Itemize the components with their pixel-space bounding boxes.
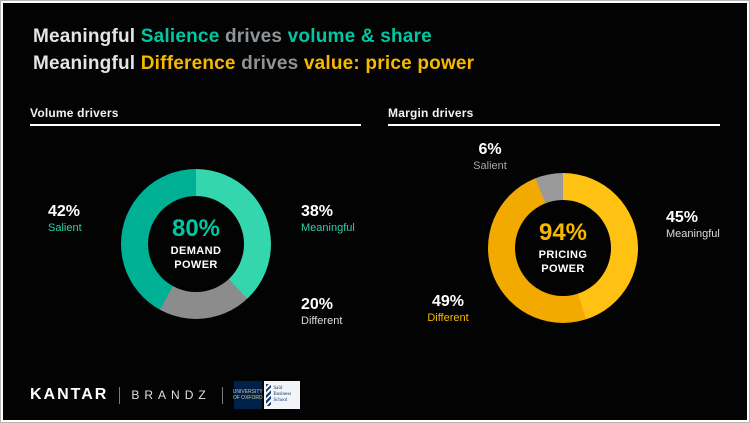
callout-meaningful-margin: 45% Meaningful	[666, 209, 720, 241]
callout-meaningful-volume: 38% Meaningful	[301, 203, 355, 235]
title-word-salience: Salience	[140, 26, 220, 47]
callout-different-volume: 20% Different	[301, 296, 342, 328]
said-business-school-logo: Saïd Business School	[263, 381, 300, 409]
title-word-price-power: value: price power	[303, 53, 475, 74]
callout-value: 38%	[301, 203, 334, 220]
callout-label: Meaningful	[301, 222, 355, 235]
title-word-volume-share: volume & share	[287, 26, 432, 47]
callout-label: Meaningful	[666, 228, 720, 241]
demand-power-donut-chart: 80% DEMAND POWER	[121, 169, 271, 319]
callout-label: Salient	[473, 160, 507, 173]
slide-title: Meaningful Salience drives volume & shar…	[33, 23, 474, 77]
demand-power-center-label: 80% DEMAND POWER	[121, 169, 271, 319]
volume-drivers-header: Volume drivers	[30, 106, 119, 120]
brandz-wordmark: BRANDZ	[131, 388, 211, 402]
callout-different-margin: 49% Different	[413, 293, 483, 325]
title-line-2: Meaningful Difference drives value: pric…	[33, 50, 474, 77]
partner-logos: UNIVERSITY OF OXFORD Saïd Business Schoo…	[233, 381, 300, 409]
callout-label: Salient	[48, 222, 82, 235]
pricing-power-caption: PRICING POWER	[538, 248, 588, 276]
volume-header-rule	[30, 124, 361, 126]
title-word: drives	[224, 26, 283, 47]
margin-header-rule	[388, 124, 720, 126]
demand-power-caption: DEMAND POWER	[170, 244, 222, 272]
callout-value: 6%	[478, 141, 502, 158]
title-word: Meaningful	[33, 53, 136, 74]
title-line-1: Meaningful Salience drives volume & shar…	[33, 23, 474, 50]
callout-value: 20%	[301, 296, 334, 313]
margin-chart-area: 94% PRICING POWER 6% Salient 45% Meaning…	[388, 141, 723, 359]
slide: Meaningful Salience drives volume & shar…	[3, 3, 747, 420]
said-logo-mark-icon	[265, 384, 272, 406]
kantar-logo: KANTAR	[30, 386, 109, 403]
footer-divider	[119, 386, 121, 404]
pricing-power-value: 94%	[538, 218, 588, 246]
callout-value: 42%	[48, 203, 81, 220]
margin-drivers-header: Margin drivers	[388, 106, 474, 120]
pricing-power-center-label: 94% PRICING POWER	[488, 173, 638, 323]
volume-chart-area: 80% DEMAND POWER 42% Salient 38% Meaning…	[30, 141, 365, 359]
title-word: drives	[241, 53, 299, 74]
callout-label: Different	[301, 315, 343, 328]
footer-divider	[221, 386, 223, 404]
callout-value: 49%	[431, 293, 465, 310]
title-word: Meaningful	[33, 26, 136, 47]
oxford-university-logo: UNIVERSITY OF OXFORD	[233, 381, 263, 409]
footer: KANTAR BRANDZ UNIVERSITY OF OXFORD Saïd …	[30, 381, 300, 409]
title-word-difference: Difference	[140, 53, 236, 74]
callout-salient-margin: 6% Salient	[460, 141, 520, 173]
said-logo-text: Saïd Business School	[273, 386, 292, 403]
callout-value: 45%	[666, 209, 699, 226]
callout-salient-volume: 42% Salient	[48, 203, 82, 235]
callout-label: Different	[427, 312, 469, 325]
demand-power-value: 80%	[171, 214, 221, 242]
pricing-power-donut-chart: 94% PRICING POWER	[488, 173, 638, 323]
